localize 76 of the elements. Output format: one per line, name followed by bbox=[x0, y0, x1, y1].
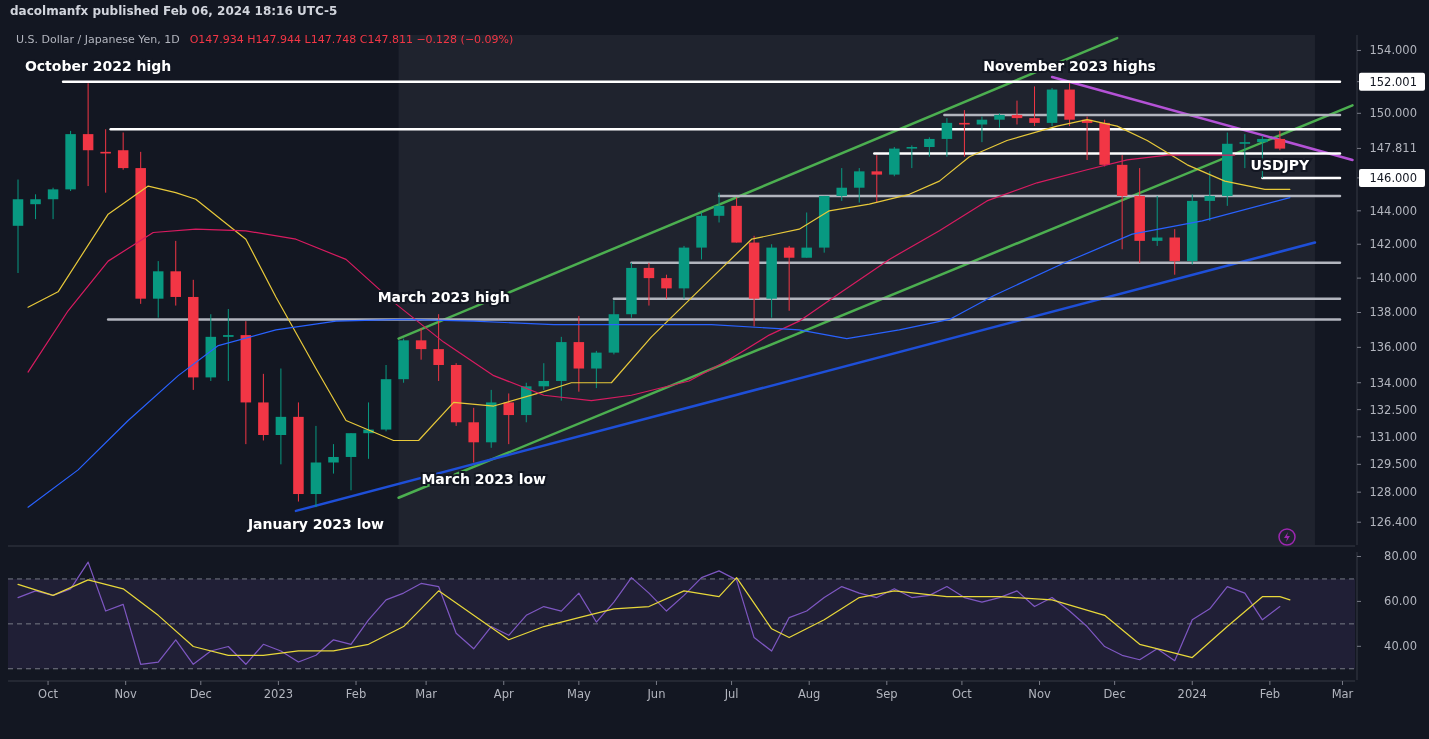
candlestick bbox=[801, 211, 812, 259]
x-tick-label: 2024 bbox=[1177, 687, 1207, 701]
candlestick bbox=[275, 368, 287, 465]
x-tick-label: Sep bbox=[875, 687, 898, 701]
x-tick-label: Dec bbox=[189, 687, 212, 701]
y-tick-label: 129.500 bbox=[1369, 457, 1417, 472]
y-tick-label: 40.00 bbox=[1384, 639, 1417, 654]
y-tick-label: 147.811 bbox=[1369, 141, 1417, 156]
candlestick bbox=[468, 407, 479, 463]
x-tick-label: Jul bbox=[723, 687, 739, 701]
candlestick bbox=[836, 167, 847, 202]
candlestick bbox=[117, 132, 129, 171]
y-tick-label: 152.001 bbox=[1369, 74, 1417, 89]
x-tick-label: Feb bbox=[345, 687, 367, 701]
y-tick-label: 128.000 bbox=[1369, 485, 1417, 500]
candlestick bbox=[591, 350, 602, 389]
candlestick bbox=[906, 144, 918, 169]
x-tick-label: Apr bbox=[493, 687, 514, 701]
x-tick-label: Nov bbox=[114, 687, 138, 701]
candlestick bbox=[345, 432, 357, 491]
y-tick-label: 138.000 bbox=[1369, 305, 1417, 320]
x-tick-label: Feb bbox=[1259, 687, 1281, 701]
x-tick-label: 2023 bbox=[263, 687, 294, 701]
y-tick-label: 126.400 bbox=[1369, 515, 1417, 530]
candlestick bbox=[871, 154, 883, 204]
candlestick bbox=[30, 193, 41, 220]
candlestick bbox=[1169, 228, 1180, 276]
candlestick bbox=[1274, 130, 1286, 151]
candlestick bbox=[661, 274, 672, 300]
annotation: January 2023 low bbox=[246, 516, 385, 533]
x-tick-label: Oct bbox=[951, 687, 973, 701]
chart-title: U.S. Dollar / Japanese Yen, 1D bbox=[16, 33, 180, 46]
y-tick-label: 154.000 bbox=[1369, 43, 1417, 58]
candlestick bbox=[415, 327, 427, 361]
y-tick-label: 140.000 bbox=[1369, 271, 1417, 286]
candlestick bbox=[223, 308, 234, 382]
line-series bbox=[17, 577, 1291, 659]
x-tick-label: Nov bbox=[1028, 687, 1051, 701]
x-tick-label: Dec bbox=[1103, 687, 1126, 701]
x-tick-label: Jun bbox=[646, 687, 666, 701]
line-series bbox=[27, 197, 1291, 508]
y-tick-label: 131.000 bbox=[1369, 429, 1417, 444]
annotation: October 2022 high bbox=[24, 58, 172, 75]
line-series bbox=[27, 154, 1236, 402]
y-tick-label: 132.500 bbox=[1369, 402, 1417, 417]
y-tick-label: 144.000 bbox=[1369, 203, 1417, 218]
candlestick bbox=[1204, 170, 1216, 222]
x-tick-label: Mar bbox=[1331, 687, 1354, 701]
candlestick bbox=[643, 262, 655, 307]
candlestick bbox=[47, 187, 59, 220]
y-tick-label: 134.000 bbox=[1369, 375, 1417, 390]
x-tick-label: May bbox=[566, 687, 591, 701]
candlestick bbox=[854, 167, 865, 204]
candlestick bbox=[941, 117, 953, 158]
candlestick bbox=[328, 443, 339, 475]
candlestick bbox=[82, 82, 94, 187]
candlestick bbox=[713, 192, 725, 223]
candlestick bbox=[1239, 133, 1251, 169]
candlestick bbox=[783, 245, 795, 312]
y-tick-label: 150.000 bbox=[1369, 106, 1417, 121]
y-tick-label: 142.000 bbox=[1369, 237, 1417, 252]
chart-subtitle: O147.934 H147.944 L147.748 C147.811 −0.128 (−0.09%) bbox=[189, 33, 514, 46]
text: dacolmanfx published Feb 06, 2024 18:16 UTC-5 bbox=[10, 4, 338, 18]
y-tick-label: 60.00 bbox=[1384, 594, 1417, 609]
line-series bbox=[17, 561, 1281, 665]
y-tick-label: 80.00 bbox=[1384, 549, 1417, 564]
candlestick bbox=[924, 136, 935, 158]
y-tick-label: 136.000 bbox=[1369, 340, 1417, 355]
y-tick-label: 146.000 bbox=[1369, 170, 1417, 185]
x-tick-label: Oct bbox=[38, 687, 59, 701]
candlestick bbox=[503, 392, 514, 445]
x-tick-label: Aug bbox=[797, 687, 821, 701]
x-tick-label: Mar bbox=[415, 687, 438, 701]
annotation: USDJPY bbox=[1250, 157, 1311, 174]
candlestick bbox=[1029, 85, 1040, 127]
candlestick bbox=[433, 313, 444, 382]
